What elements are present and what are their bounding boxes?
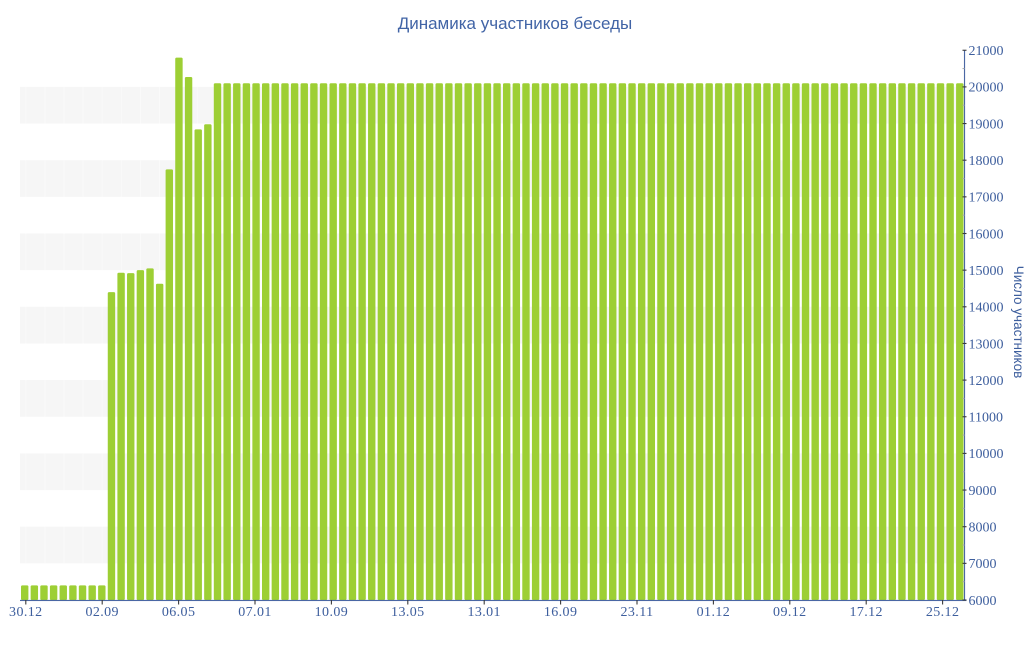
svg-text:02.09: 02.09 <box>85 605 119 620</box>
svg-text:23.11: 23.11 <box>621 605 654 620</box>
svg-text:15000: 15000 <box>969 264 1004 279</box>
svg-text:6000: 6000 <box>969 594 997 609</box>
svg-text:06.05: 06.05 <box>162 605 196 620</box>
svg-text:01.12: 01.12 <box>697 605 731 620</box>
svg-text:9000: 9000 <box>969 484 997 499</box>
svg-text:Динамика участников беседы: Динамика участников беседы <box>398 14 633 33</box>
svg-text:14000: 14000 <box>969 301 1004 316</box>
svg-text:20000: 20000 <box>969 81 1004 96</box>
svg-text:18000: 18000 <box>969 154 1004 169</box>
svg-text:16.09: 16.09 <box>544 605 578 620</box>
svg-text:19000: 19000 <box>969 117 1004 132</box>
svg-text:10000: 10000 <box>969 447 1004 462</box>
svg-text:13.05: 13.05 <box>391 605 425 620</box>
svg-text:11000: 11000 <box>969 411 1003 426</box>
svg-text:12000: 12000 <box>969 374 1004 389</box>
svg-text:07.01: 07.01 <box>238 605 272 620</box>
svg-text:Число участников: Число участников <box>1011 266 1024 379</box>
svg-text:10.09: 10.09 <box>315 605 349 620</box>
svg-text:8000: 8000 <box>969 521 997 536</box>
svg-text:17.12: 17.12 <box>849 605 883 620</box>
svg-text:13.01: 13.01 <box>467 605 501 620</box>
svg-text:13000: 13000 <box>969 337 1004 352</box>
svg-text:25.12: 25.12 <box>926 605 960 620</box>
svg-text:21000: 21000 <box>969 44 1004 59</box>
svg-text:16000: 16000 <box>969 227 1004 242</box>
svg-text:30.12: 30.12 <box>9 605 43 620</box>
svg-text:09.12: 09.12 <box>773 605 807 620</box>
svg-text:7000: 7000 <box>969 557 997 572</box>
svg-text:17000: 17000 <box>969 191 1004 206</box>
